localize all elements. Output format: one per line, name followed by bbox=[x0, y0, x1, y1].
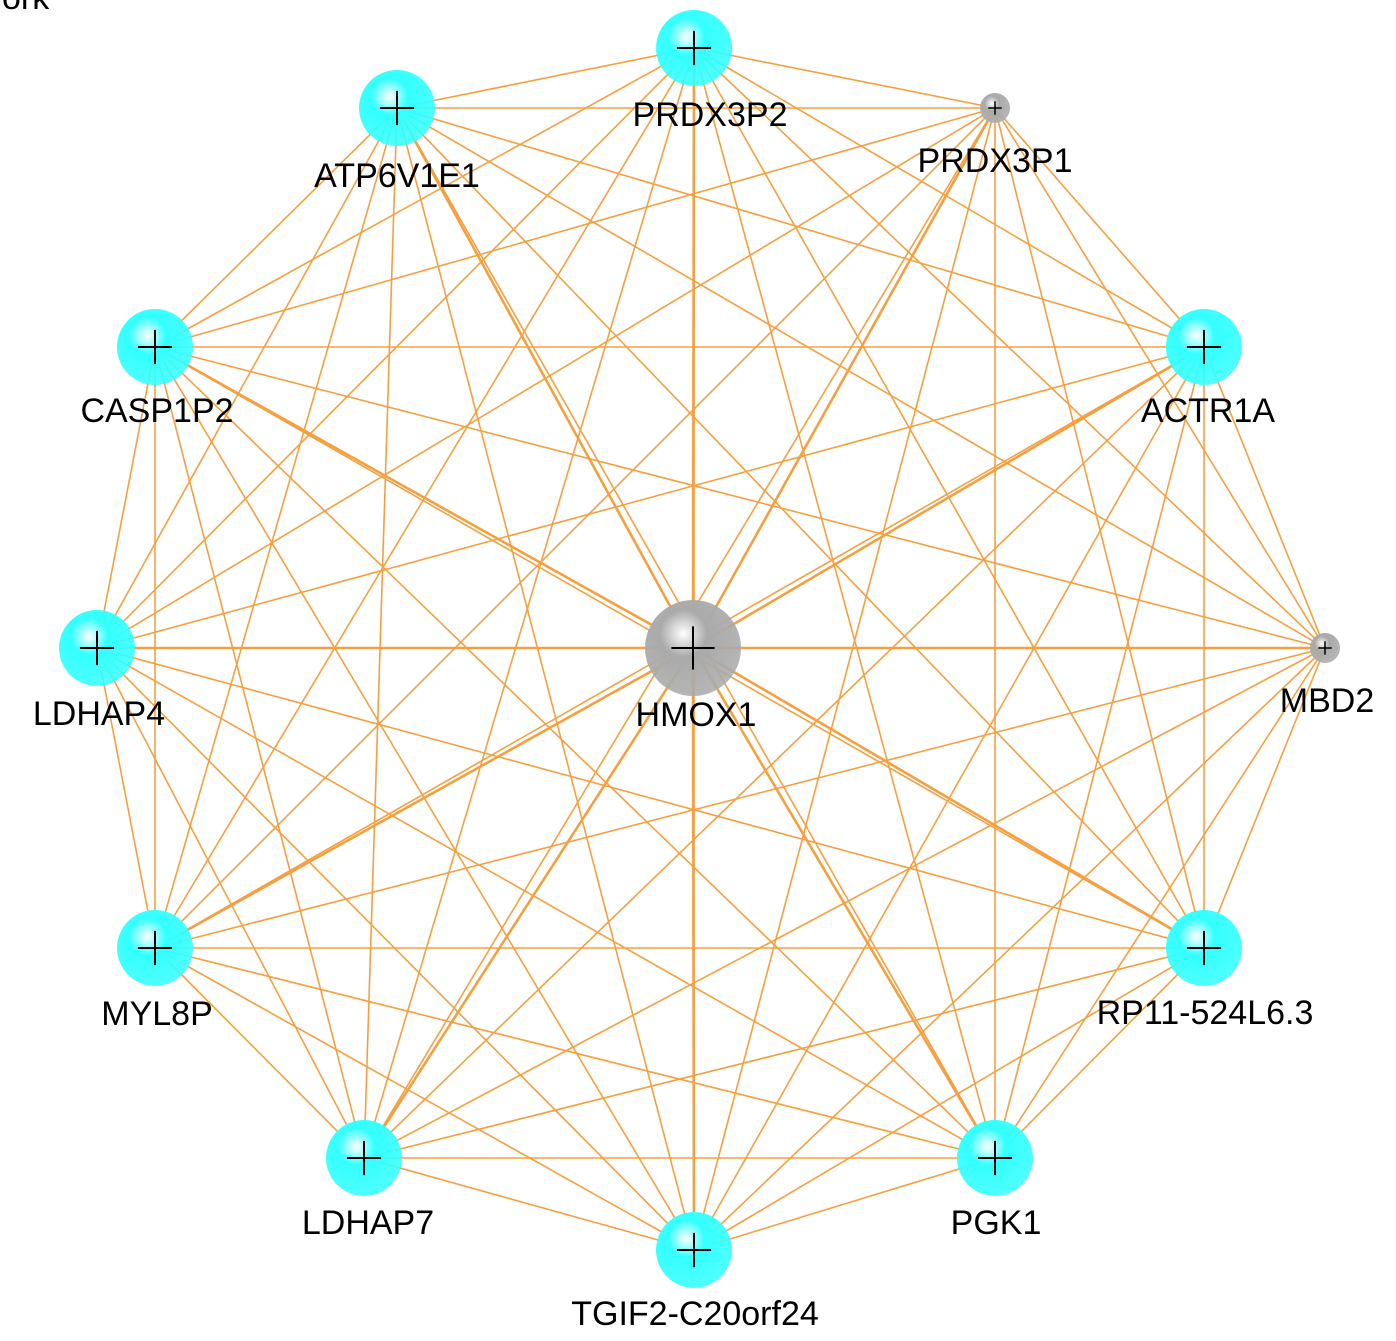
edge bbox=[363, 346, 1205, 1159]
node-label: RP11-524L6.3 bbox=[1097, 994, 1314, 1032]
node-cross bbox=[1318, 641, 1332, 655]
edge bbox=[363, 107, 398, 1159]
edge bbox=[154, 346, 365, 1159]
edge bbox=[693, 947, 1205, 1251]
edge bbox=[396, 107, 1326, 649]
edge bbox=[96, 647, 1205, 949]
edge bbox=[154, 346, 1326, 649]
edge bbox=[994, 107, 1205, 949]
edge bbox=[154, 346, 996, 1159]
node-label: ACTR1A bbox=[1141, 392, 1275, 430]
node-label: LDHAP4 bbox=[33, 695, 165, 733]
node-cross bbox=[379, 90, 415, 126]
edge bbox=[363, 1157, 695, 1251]
edge bbox=[994, 346, 1205, 1159]
edge bbox=[691, 107, 997, 649]
node-cross bbox=[1186, 930, 1222, 966]
edge bbox=[96, 346, 1205, 649]
node-label: PRDX3P2 bbox=[633, 96, 788, 134]
title: ork bbox=[2, 0, 50, 17]
node-cross bbox=[671, 626, 715, 670]
edge bbox=[691, 47, 696, 649]
edge bbox=[396, 47, 695, 109]
edge bbox=[154, 107, 996, 348]
node-label: CASP1P2 bbox=[80, 392, 233, 430]
node-label: MYL8P bbox=[101, 995, 213, 1033]
edge bbox=[1203, 346, 1326, 649]
edge bbox=[154, 107, 996, 949]
node-cross bbox=[1186, 329, 1222, 365]
edge bbox=[693, 47, 1326, 649]
node-label: PRDX3P1 bbox=[918, 142, 1073, 180]
node-cross bbox=[988, 101, 1002, 115]
edge bbox=[96, 346, 156, 649]
edge bbox=[994, 947, 1205, 1159]
edge bbox=[154, 646, 694, 950]
edge bbox=[154, 947, 996, 1159]
edge bbox=[96, 647, 996, 1159]
edge bbox=[693, 47, 1205, 348]
edge bbox=[96, 647, 365, 1159]
edges bbox=[96, 47, 1326, 1251]
node-label: MBD2 bbox=[1280, 682, 1374, 720]
node-cross bbox=[977, 1140, 1013, 1176]
edge bbox=[96, 47, 695, 649]
edge bbox=[154, 647, 1326, 949]
node-label: PGK1 bbox=[951, 1204, 1042, 1242]
edge bbox=[994, 107, 1205, 348]
edge bbox=[693, 107, 996, 1251]
edge bbox=[154, 947, 695, 1251]
nodes: PRDX3P2 PRDX3P1 ACTR1A MBD2 RP11-524L6.3 PGK1… bbox=[33, 10, 1374, 1333]
edge bbox=[396, 107, 1205, 949]
edge bbox=[1203, 647, 1326, 949]
edge bbox=[154, 107, 398, 348]
edge bbox=[693, 47, 996, 109]
node-cross bbox=[79, 630, 115, 666]
node-cross bbox=[676, 30, 712, 66]
edge bbox=[154, 47, 695, 348]
edge bbox=[363, 947, 1205, 1159]
edge bbox=[994, 107, 1326, 649]
node-label: ATP6V1E1 bbox=[314, 157, 480, 195]
edge bbox=[362, 647, 695, 1159]
edge bbox=[692, 646, 1205, 950]
edge bbox=[691, 647, 997, 1159]
edge bbox=[395, 107, 695, 649]
edge bbox=[693, 47, 996, 1159]
edge bbox=[154, 345, 694, 650]
node-label: TGIF2-C20orf24 bbox=[571, 1295, 819, 1333]
edge bbox=[692, 345, 1205, 650]
edge bbox=[154, 947, 365, 1159]
edge bbox=[691, 647, 696, 1251]
node-label: LDHAP7 bbox=[302, 1204, 434, 1242]
edge bbox=[396, 107, 1205, 348]
edge bbox=[396, 107, 695, 1251]
node-cross bbox=[676, 1232, 712, 1268]
edge bbox=[693, 647, 1326, 1251]
node-cross bbox=[346, 1140, 382, 1176]
edge bbox=[96, 647, 695, 1251]
node-cross bbox=[137, 329, 173, 365]
node-label: HMOX1 bbox=[636, 696, 757, 734]
edge bbox=[96, 107, 398, 649]
edge bbox=[693, 1157, 996, 1251]
edge bbox=[154, 107, 398, 949]
edge bbox=[96, 647, 156, 949]
node-cross bbox=[137, 930, 173, 966]
